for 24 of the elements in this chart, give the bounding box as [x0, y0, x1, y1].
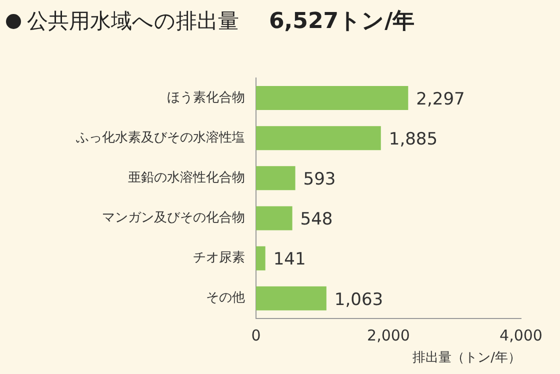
chart-title: 公共用水域への排出量 — [27, 8, 239, 35]
data-label: 1,885 — [388, 130, 438, 150]
y-tick-label: マンガン及びその化合物 — [102, 210, 245, 226]
bar — [256, 246, 266, 270]
bar — [256, 166, 296, 190]
bar — [256, 126, 381, 150]
y-tick-label: 亜鉛の水溶性化合物 — [128, 170, 245, 186]
y-tick-label: チオ尿素 — [193, 250, 245, 266]
chart-subtitle: 6,527トン/年 — [269, 8, 415, 36]
x-axis-title: 排出量（トン/年） — [412, 350, 521, 366]
y-tick-label: その他 — [206, 290, 245, 306]
data-label: 593 — [303, 170, 336, 190]
bar — [256, 286, 326, 310]
bar — [256, 206, 292, 230]
x-tick-label: 4,000 — [500, 326, 542, 344]
bar — [256, 86, 408, 110]
x-tick-label: 0 — [251, 326, 261, 344]
data-label: 2,297 — [416, 89, 465, 110]
y-tick-label: ふっ化水素及びその水溶性塩 — [75, 129, 245, 146]
data-label: 1,063 — [334, 290, 384, 310]
y-tick-label: ほう素化合物 — [167, 90, 245, 106]
data-label: 141 — [273, 250, 306, 270]
x-tick-label: 2,000 — [367, 326, 410, 344]
data-label: 548 — [300, 210, 333, 230]
